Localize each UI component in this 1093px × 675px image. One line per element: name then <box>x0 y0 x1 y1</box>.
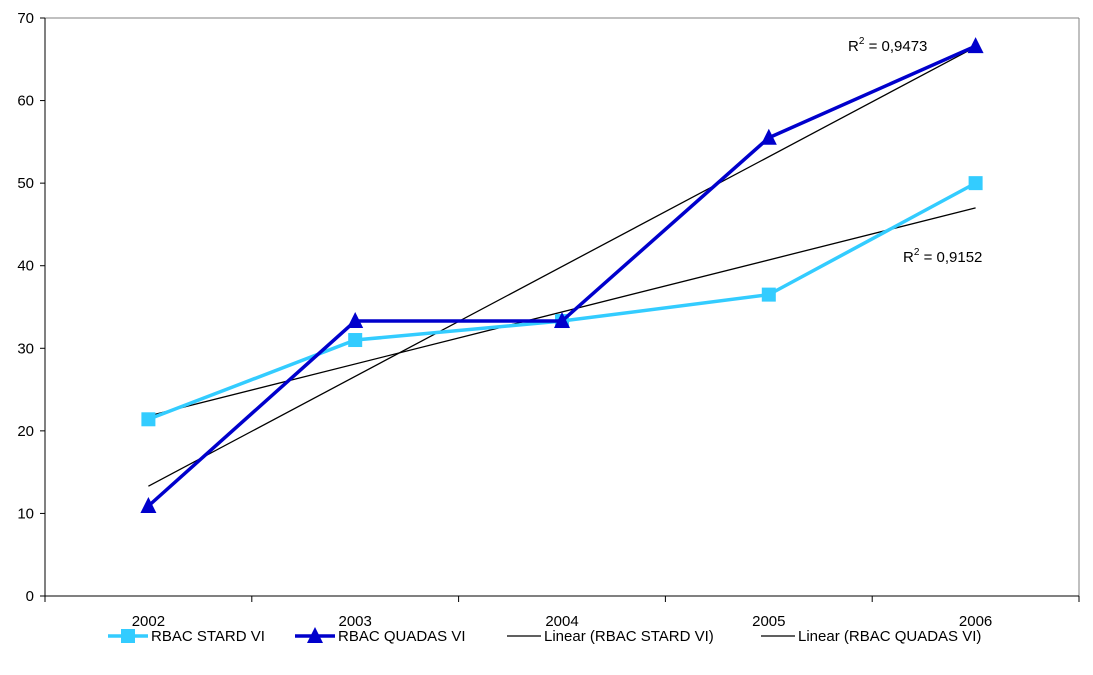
legend-item: RBAC QUADAS VI <box>295 627 466 645</box>
y-tick-label: 40 <box>17 258 34 275</box>
y-tick-label: 30 <box>17 340 34 357</box>
legend-label: RBAC STARD VI <box>151 628 265 645</box>
series-line <box>147 181 977 421</box>
marker-triangle <box>967 37 984 54</box>
marker-square <box>121 629 135 643</box>
marker-triangle <box>140 496 157 513</box>
trendline <box>148 207 976 417</box>
legend-label: Linear (RBAC QUADAS VI) <box>798 628 981 645</box>
marker-triangle <box>760 128 777 145</box>
marker-triangle <box>347 312 364 329</box>
r2-annotations: R2 = 0,9152 R2 = 0,9473 <box>848 36 982 266</box>
series-group <box>141 176 983 427</box>
trendline <box>148 46 976 487</box>
series-group <box>140 37 984 513</box>
legend-item: Linear (RBAC STARD VI) <box>507 628 714 645</box>
x-tick-label: 2006 <box>959 613 992 630</box>
series-line <box>147 44 977 508</box>
y-tick-label: 20 <box>17 423 34 440</box>
marker-triangle <box>554 312 570 329</box>
series <box>140 37 984 513</box>
y-tick-label: 10 <box>17 505 34 522</box>
y-tick-label: 60 <box>17 93 34 110</box>
x-tick-label: 2005 <box>752 613 785 630</box>
trendlines <box>148 46 976 487</box>
axes: 0 10 20 30 40 50 60 70 2002 2003 2004 2005 2006 <box>17 10 1080 630</box>
marker-square <box>968 176 983 191</box>
legend-label: RBAC QUADAS VI <box>338 628 466 645</box>
marker-square <box>761 287 776 302</box>
marker-square <box>348 333 363 348</box>
y-tick-label: 70 <box>17 10 34 27</box>
legend-item: Linear (RBAC QUADAS VI) <box>761 628 981 645</box>
marker-square <box>141 412 156 427</box>
legend-item: RBAC STARD VI <box>108 628 265 645</box>
x-tick-label: 2002 <box>132 613 165 630</box>
y-tick-label: 0 <box>26 588 34 605</box>
r2-label: R2 = 0,9473 <box>848 36 927 55</box>
x-tick-label: 2004 <box>545 613 578 630</box>
legend-label: Linear (RBAC STARD VI) <box>544 628 714 645</box>
legend: RBAC STARD VI RBAC QUADAS VI Linear (RBAC … <box>108 627 981 645</box>
r2-label: R2 = 0,9152 <box>903 247 982 266</box>
y-tick-label: 50 <box>17 175 34 192</box>
x-tick-label: 2003 <box>339 613 372 630</box>
marker-triangle <box>307 627 323 643</box>
